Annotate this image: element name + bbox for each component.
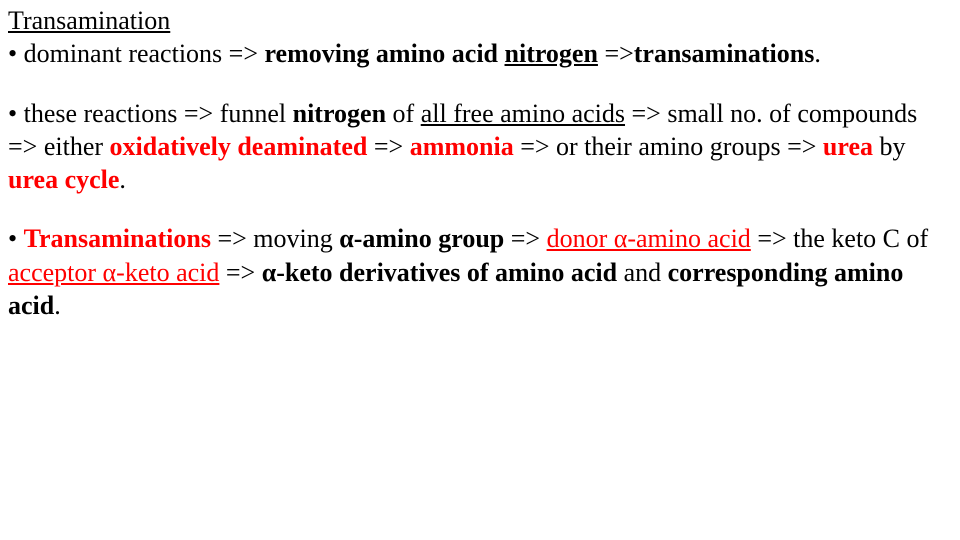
text: . <box>119 165 126 194</box>
text: removing amino acid <box>264 39 504 68</box>
text: => <box>367 132 409 161</box>
text: α-keto derivatives of amino acid <box>262 258 617 287</box>
text: => the keto C of <box>751 224 928 253</box>
text: nitrogen <box>293 99 386 128</box>
text: • these reactions => funnel <box>8 99 293 128</box>
text: urea <box>823 132 873 161</box>
text: all free amino acids <box>421 99 625 128</box>
text: transaminations <box>634 39 815 68</box>
text: α-amino group <box>339 224 504 253</box>
paragraph-1: • dominant reactions => removing amino a… <box>8 37 952 70</box>
text: urea cycle <box>8 165 119 194</box>
text: oxidatively deaminated <box>110 132 368 161</box>
title: Transamination <box>8 6 170 35</box>
text: • dominant reactions => <box>8 39 264 68</box>
text: nitrogen <box>505 39 598 68</box>
text: by <box>873 132 906 161</box>
text: . <box>54 291 61 320</box>
text: => <box>219 258 261 287</box>
text: Transaminations <box>24 224 211 253</box>
text: donor α-amino acid <box>547 224 751 253</box>
text: . <box>814 39 821 68</box>
text: ammonia <box>410 132 514 161</box>
paragraph-3: • Transaminations => moving α-amino grou… <box>8 222 952 322</box>
text: acceptor α-keto acid <box>8 258 219 287</box>
blank-line <box>8 196 952 222</box>
paragraph-2: • these reactions => funnel nitrogen of … <box>8 97 952 197</box>
text: • <box>8 224 24 253</box>
blank-line <box>8 71 952 97</box>
text: => moving <box>211 224 339 253</box>
slide-body: Transamination • dominant reactions => r… <box>0 0 960 322</box>
text: => <box>504 224 546 253</box>
text: and <box>617 258 668 287</box>
text: of <box>386 99 421 128</box>
heading-line: Transamination <box>8 4 952 37</box>
text: => or their amino groups => <box>514 132 823 161</box>
text: => <box>604 39 633 68</box>
